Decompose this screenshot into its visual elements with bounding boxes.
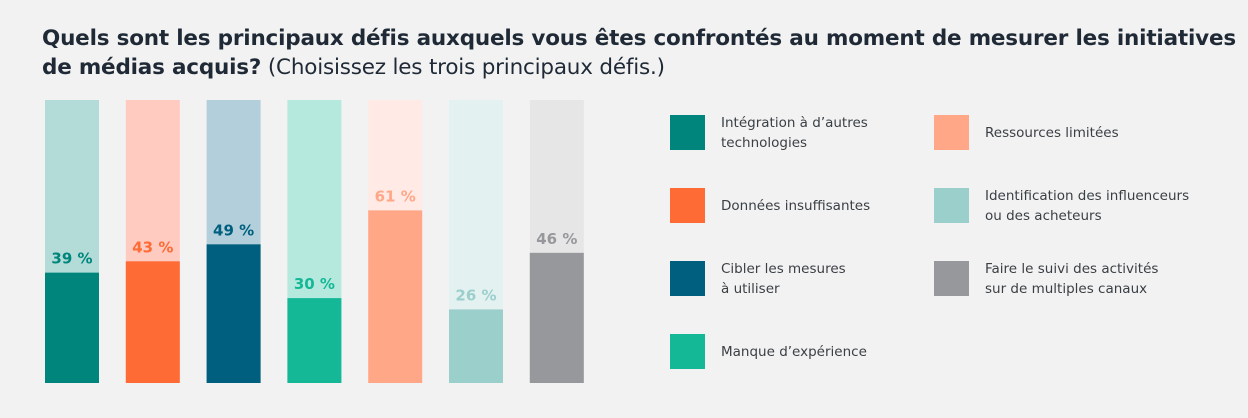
bar (287, 298, 342, 383)
legend-label: Intégration à d’autres technologies (721, 114, 868, 151)
data-label: 49 % (213, 221, 254, 239)
data-label: 26 % (455, 286, 496, 304)
legend-swatch (670, 334, 705, 369)
legend-label: Ressources limitées (985, 124, 1119, 141)
data-label: 43 % (132, 238, 173, 256)
bar (368, 210, 423, 383)
legend-label: Identification des influenceurs ou des a… (985, 187, 1190, 224)
legend-swatch (934, 115, 969, 150)
legend-swatch (670, 188, 705, 223)
chart-instruction: (Choisissez les trois principaux défis.) (267, 55, 665, 80)
data-label: 61 % (375, 187, 416, 205)
bar-chart: 39 % 43 % 49 % 30 % 61 % 26 % 46 % (45, 100, 584, 383)
legend-label: Données insuffisantes (721, 197, 871, 214)
bar (449, 309, 503, 383)
bar (529, 252, 584, 383)
data-label: 30 % (294, 275, 335, 293)
legend-swatch (670, 115, 705, 150)
legend-swatch (934, 261, 969, 296)
legend-label: Cibler les mesures à utiliser (721, 260, 846, 297)
bar (125, 261, 180, 383)
legend-swatch (670, 261, 705, 296)
data-label: 39 % (51, 250, 92, 268)
bar (206, 244, 261, 383)
chart-title: Quels sont les principaux défis auxquels… (42, 24, 1237, 82)
legend-label: Manque d’expérience (721, 343, 867, 360)
bar (45, 272, 99, 383)
chart-question: Quels sont les principaux défis auxquels… (42, 26, 1236, 80)
legend-label: Faire le suivi des activités sur de mult… (985, 260, 1159, 297)
data-label: 46 % (536, 230, 577, 248)
legend-swatch (934, 188, 969, 223)
